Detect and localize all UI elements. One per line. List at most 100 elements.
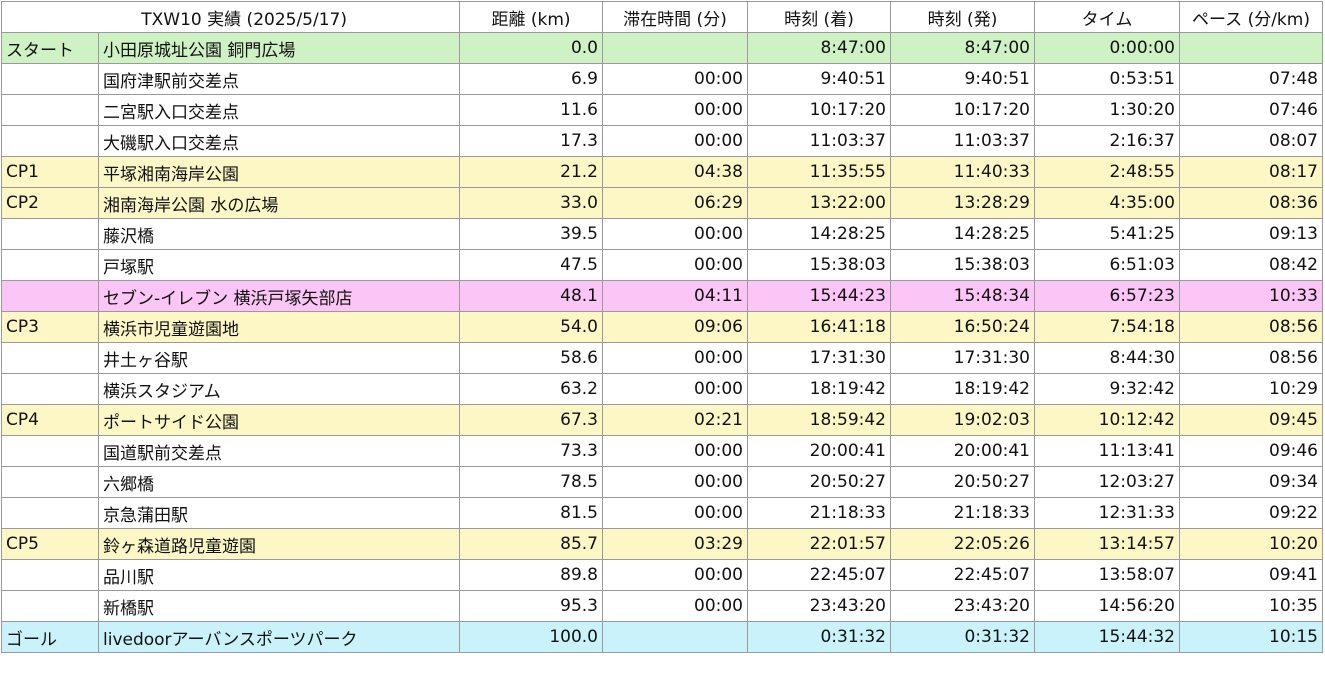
cell-depart: 11:40:33: [890, 156, 1035, 188]
cell-distance: 33.0: [459, 187, 603, 219]
cell-distance: 39.5: [459, 218, 603, 250]
cell-elapsed: 4:35:00: [1034, 187, 1180, 219]
cell-place: 品川駅: [98, 559, 460, 591]
cell-stay: [602, 621, 748, 653]
table-row: 二宮駅入口交差点 11.6 00:00 10:17:20 10:17:20 1:30:20…: [1, 94, 1323, 126]
cell-depart: 17:31:30: [890, 342, 1035, 374]
cell-depart: 13:28:29: [890, 187, 1035, 219]
table-row: CP5 鈴ヶ森道路児童遊園 85.7 03:29 22:01:57 22:05:26 13:…: [1, 528, 1323, 560]
table-row: セブン-イレブン 横浜戸塚矢部店 48.1 04:11 15:44:23 15:48:3…: [1, 280, 1323, 312]
cell-label: [1, 559, 99, 591]
cell-elapsed: 13:58:07: [1034, 559, 1180, 591]
cell-arrive: 18:19:42: [747, 373, 891, 405]
table-row: CP4 ポートサイド公園 67.3 02:21 18:59:42 19:02:03 10:1…: [1, 404, 1323, 436]
cell-distance: 100.0: [459, 621, 603, 653]
cell-pace: 10:15: [1179, 621, 1323, 653]
cell-arrive: 14:28:25: [747, 218, 891, 250]
cell-depart: 15:48:34: [890, 280, 1035, 312]
cell-elapsed: 2:48:55: [1034, 156, 1180, 188]
cell-arrive: 20:00:41: [747, 435, 891, 467]
cell-distance: 47.5: [459, 249, 603, 281]
cell-arrive: 9:40:51: [747, 63, 891, 95]
cell-distance: 78.5: [459, 466, 603, 498]
table-row: 国道駅前交差点 73.3 00:00 20:00:41 20:00:41 11:13:41…: [1, 435, 1323, 467]
cell-stay: 00:00: [602, 559, 748, 591]
cell-depart: 0:31:32: [890, 621, 1035, 653]
cell-stay: 00:00: [602, 373, 748, 405]
header-pace: ペース (分/km): [1179, 1, 1323, 33]
table-row: CP3 横浜市児童遊園地 54.0 09:06 16:41:18 16:50:24 7:54…: [1, 311, 1323, 343]
cell-depart: 9:40:51: [890, 63, 1035, 95]
cell-pace: 08:56: [1179, 342, 1323, 374]
cell-place: 新橋駅: [98, 590, 460, 622]
cell-place: 平塚湘南海岸公園: [98, 156, 460, 188]
cell-depart: 8:47:00: [890, 32, 1035, 64]
cell-pace: 08:56: [1179, 311, 1323, 343]
table-row: 国府津駅前交差点 6.9 00:00 9:40:51 9:40:51 0:53:51 07:…: [1, 63, 1323, 95]
cell-distance: 63.2: [459, 373, 603, 405]
cell-elapsed: 10:12:42: [1034, 404, 1180, 436]
cell-pace: 08:17: [1179, 156, 1323, 188]
cell-arrive: 20:50:27: [747, 466, 891, 498]
cell-pace: 08:42: [1179, 249, 1323, 281]
table-row: CP1 平塚湘南海岸公園 21.2 04:38 11:35:55 11:40:33 2:48…: [1, 156, 1323, 188]
cell-arrive: 11:35:55: [747, 156, 891, 188]
cell-distance: 58.6: [459, 342, 603, 374]
cell-distance: 67.3: [459, 404, 603, 436]
cell-depart: 20:00:41: [890, 435, 1035, 467]
header-arrive-time: 時刻 (着): [747, 1, 891, 33]
cell-distance: 0.0: [459, 32, 603, 64]
cell-place: 戸塚駅: [98, 249, 460, 281]
cell-distance: 54.0: [459, 311, 603, 343]
results-table: TXW10 実績 (2025/5/17) 距離 (km) 滞在時間 (分) 時刻…: [1, 1, 1323, 653]
cell-elapsed: 0:53:51: [1034, 63, 1180, 95]
cell-label: スタート: [1, 32, 99, 64]
cell-elapsed: 0:00:00: [1034, 32, 1180, 64]
cell-stay: 03:29: [602, 528, 748, 560]
cell-depart: 19:02:03: [890, 404, 1035, 436]
cell-depart: 20:50:27: [890, 466, 1035, 498]
cell-arrive: 23:43:20: [747, 590, 891, 622]
cell-distance: 89.8: [459, 559, 603, 591]
cell-stay: 00:00: [602, 218, 748, 250]
cell-place: 湘南海岸公園 水の広場: [98, 187, 460, 219]
cell-label: [1, 342, 99, 374]
cell-place: 藤沢橋: [98, 218, 460, 250]
cell-stay: 00:00: [602, 435, 748, 467]
header-elapsed-time: タイム: [1034, 1, 1180, 33]
cell-pace: 07:48: [1179, 63, 1323, 95]
cell-arrive: 10:17:20: [747, 94, 891, 126]
cell-label: [1, 435, 99, 467]
cell-place: 小田原城址公園 銅門広場: [98, 32, 460, 64]
cell-arrive: 17:31:30: [747, 342, 891, 374]
table-row: CP2 湘南海岸公園 水の広場 33.0 06:29 13:22:00 13:28:29 4…: [1, 187, 1323, 219]
table-row: ゴール livedoorアーバンスポーツパーク 100.0 0:31:32 0:31:3…: [1, 621, 1323, 653]
table-row: 大磯駅入口交差点 17.3 00:00 11:03:37 11:03:37 2:16:37…: [1, 125, 1323, 157]
cell-label: [1, 497, 99, 529]
table-row: 横浜スタジアム 63.2 00:00 18:19:42 18:19:42 9:32:42 1…: [1, 373, 1323, 405]
cell-place: 国府津駅前交差点: [98, 63, 460, 95]
cell-stay: [602, 32, 748, 64]
cell-elapsed: 11:13:41: [1034, 435, 1180, 467]
header-depart-time: 時刻 (発): [890, 1, 1035, 33]
table-row: 井土ヶ谷駅 58.6 00:00 17:31:30 17:31:30 8:44:30 08:…: [1, 342, 1323, 374]
cell-label: CP3: [1, 311, 99, 343]
cell-pace: 09:41: [1179, 559, 1323, 591]
cell-place: 横浜スタジアム: [98, 373, 460, 405]
cell-stay: 09:06: [602, 311, 748, 343]
cell-label: [1, 63, 99, 95]
table-row: 品川駅 89.8 00:00 22:45:07 22:45:07 13:58:07 09:4…: [1, 559, 1323, 591]
header-row: TXW10 実績 (2025/5/17) 距離 (km) 滞在時間 (分) 時刻…: [1, 1, 1323, 33]
cell-arrive: 13:22:00: [747, 187, 891, 219]
cell-elapsed: 6:57:23: [1034, 280, 1180, 312]
cell-pace: 09:45: [1179, 404, 1323, 436]
cell-label: CP2: [1, 187, 99, 219]
cell-elapsed: 2:16:37: [1034, 125, 1180, 157]
cell-stay: 00:00: [602, 342, 748, 374]
cell-distance: 48.1: [459, 280, 603, 312]
header-stay-time: 滞在時間 (分): [602, 1, 748, 33]
cell-arrive: 18:59:42: [747, 404, 891, 436]
cell-stay: 02:21: [602, 404, 748, 436]
cell-arrive: 15:38:03: [747, 249, 891, 281]
table-row: スタート 小田原城址公園 銅門広場 0.0 8:47:00 8:47:00 0:00:00: [1, 32, 1323, 64]
